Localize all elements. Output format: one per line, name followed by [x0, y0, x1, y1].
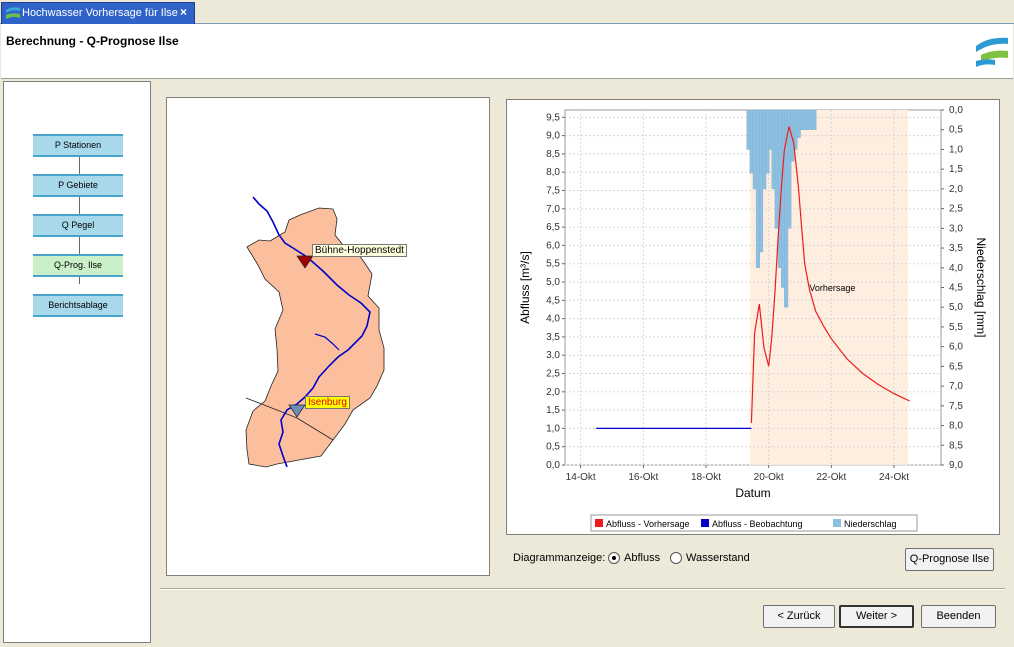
x-axis-label: Datum	[735, 486, 770, 500]
q-prognose-ilse-button[interactable]: Q-Prognose Ilse	[905, 548, 994, 571]
step-p-gebiete[interactable]: P Gebiete	[33, 174, 123, 197]
gauge-buehne-icon[interactable]	[296, 255, 314, 269]
legend-swatch	[701, 519, 709, 527]
y2-tick-label: 8,5	[949, 440, 963, 451]
y-tick-label: 4,0	[546, 314, 560, 325]
precipitation-bar	[787, 109, 792, 229]
y2-tick-label: 5,5	[949, 322, 963, 333]
gauge-isenburg-icon[interactable]	[288, 404, 306, 418]
y-tick-label: 4,5	[546, 295, 560, 306]
legend-swatch	[595, 519, 603, 527]
map-label-isenburg: Isenburg	[305, 396, 350, 409]
step-p-stationen[interactable]: P Stationen	[33, 134, 123, 157]
y2-tick-label: 1,5	[949, 164, 963, 175]
y2-tick-label: 0,5	[949, 125, 963, 136]
y2-tick-label: 0,0	[949, 105, 963, 116]
y-tick-label: 8,0	[546, 167, 560, 178]
y2-tick-label: 3,5	[949, 243, 963, 254]
y2-tick-label: 1,0	[949, 144, 963, 155]
y-tick-label: 1,5	[546, 405, 560, 416]
legend-label: Abfluss - Vorhersage	[606, 519, 690, 529]
chart-canvas: Vorhersage 0,0 0,5 1,0 1,5 2,0 2,5 3,0 3,5 4,0 4,5…	[518, 105, 988, 532]
y-tick-label: 9,5	[546, 112, 560, 123]
y2-tick-label: 6,0	[949, 342, 963, 353]
brand-logo-icon	[976, 37, 1008, 67]
y2-tick-label: 4,0	[949, 263, 963, 274]
y-tick-label: 7,0	[546, 204, 560, 215]
x-tick-label: 24-Okt	[879, 472, 909, 483]
y2-tick-label: 8,0	[949, 421, 963, 432]
y2-axis-label: Niederschlag [mm]	[974, 237, 988, 337]
radio-abfluss-label[interactable]: Abfluss	[624, 552, 661, 564]
x-tick-label: 20-Okt	[754, 472, 784, 483]
river-tributary	[314, 333, 340, 351]
x-tick-label: 14-Okt	[566, 472, 596, 483]
radio-wasserstand-label[interactable]: Wasserstand	[686, 552, 750, 564]
step-q-pegel[interactable]: Q Pegel	[33, 214, 123, 237]
y2-tick-label: 5,0	[949, 302, 963, 313]
y-tick-label: 9,0	[546, 131, 560, 142]
x-tick-label: 16-Okt	[628, 472, 658, 483]
workflow-sidebar: P Stationen P Gebiete Q Pegel Q-Prog. Il…	[3, 81, 151, 643]
y2-tick-label: 2,0	[949, 184, 963, 195]
forecast-band-label: Vorhersage	[809, 283, 855, 293]
legend-label: Niederschlag	[844, 519, 897, 529]
finish-button[interactable]: Beenden	[921, 605, 996, 628]
hydrograph-chart: Vorhersage 0,0 0,5 1,0 1,5 2,0 2,5 3,0 3,5 4,0 4,5…	[506, 99, 1000, 535]
y-tick-label: 0,5	[546, 442, 560, 453]
y2-tick-label: 4,5	[949, 283, 963, 294]
y-tick-label: 2,5	[546, 369, 560, 380]
subcatchment-boundary	[245, 397, 334, 441]
tab-bar: Hochwasser Vorhersage für Ilse ×	[0, 0, 1014, 24]
x-tick-label: 18-Okt	[691, 472, 721, 483]
app-logo-icon	[6, 7, 20, 19]
river-ilse	[252, 196, 371, 468]
step-q-prog-ilse[interactable]: Q-Prog. Ilse	[33, 254, 123, 277]
step-berichtsablage[interactable]: Berichtsablage	[33, 294, 123, 317]
next-button[interactable]: Weiter >	[839, 605, 914, 628]
y-tick-label: 5,5	[546, 259, 560, 270]
y-tick-label: 2,0	[546, 387, 560, 398]
y-tick-label: 8,5	[546, 149, 560, 160]
catchment-map	[245, 196, 385, 468]
page-header: Berechnung - Q-Prognose Ilse	[1, 24, 1013, 79]
y-tick-label: 1,0	[546, 423, 560, 434]
legend-swatch	[833, 519, 841, 527]
y2-tick-label: 9,0	[949, 460, 963, 471]
y-tick-label: 6,5	[546, 222, 560, 233]
back-button[interactable]: < Zurück	[763, 605, 835, 628]
close-icon[interactable]: ×	[180, 5, 188, 19]
map-panel[interactable]: Bühne-Hoppenstedt Isenburg	[166, 97, 490, 576]
y2-tick-label: 7,5	[949, 401, 963, 412]
map-label-buehne-hoppenstedt: Bühne-Hoppenstedt	[312, 244, 407, 257]
y-tick-label: 3,5	[546, 332, 560, 343]
y2-tick-label: 6,5	[949, 361, 963, 372]
y2-tick-label: 2,5	[949, 204, 963, 215]
y2-tick-label: 7,0	[949, 381, 963, 392]
precipitation-bar	[812, 109, 817, 130]
footer-divider	[160, 588, 1005, 590]
y-axis-label: Abfluss [m³/s]	[518, 251, 532, 324]
y-tick-label: 0,0	[546, 460, 560, 471]
forecast-flow-line	[750, 126, 910, 423]
y2-tick-label: 3,0	[949, 223, 963, 234]
tab-title: Hochwasser Vorhersage für Ilse	[22, 7, 178, 19]
legend-label: Abfluss - Beobachtung	[712, 519, 803, 529]
x-tick-label: 22-Okt	[816, 472, 846, 483]
page-title: Berechnung - Q-Prognose Ilse	[6, 34, 179, 48]
tab-hochwasser-vorhersage[interactable]: Hochwasser Vorhersage für Ilse ×	[1, 2, 195, 24]
y-tick-label: 3,0	[546, 350, 560, 361]
y-tick-label: 5,0	[546, 277, 560, 288]
radio-abfluss[interactable]	[608, 552, 620, 564]
display-options-label: Diagrammanzeige:	[513, 552, 606, 564]
y-tick-label: 7,5	[546, 186, 560, 197]
y-tick-label: 6,0	[546, 240, 560, 251]
radio-wasserstand[interactable]	[670, 552, 682, 564]
